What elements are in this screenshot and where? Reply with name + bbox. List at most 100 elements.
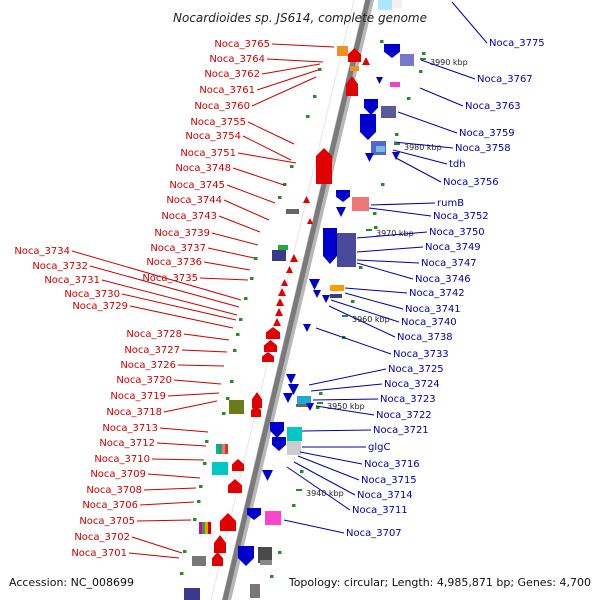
position-tick <box>318 68 322 71</box>
feature-layer <box>184 0 414 600</box>
position-tick <box>283 183 287 186</box>
gene-forward-small <box>273 318 281 326</box>
position-tick <box>254 257 258 260</box>
gene-label-left: Noca_3737 <box>150 243 206 254</box>
position-tick <box>236 333 240 336</box>
gene-reverse <box>323 228 337 264</box>
gene-label-right: Noca_3733 <box>393 349 449 360</box>
gene-label-right: Noca_3723 <box>380 394 436 405</box>
gene-reverse <box>336 190 350 202</box>
backbone <box>222 0 371 600</box>
right-leader-line <box>393 141 454 149</box>
gene-forward <box>346 76 358 96</box>
gene-label-left: Noca_3735 <box>142 273 198 284</box>
left-leader-line <box>247 121 295 145</box>
gene-box-gray <box>260 560 272 565</box>
left-leader-line <box>266 58 324 63</box>
left-leader-line <box>211 232 259 246</box>
left-leader-line <box>167 392 220 397</box>
gene-box-lavender <box>400 54 414 66</box>
left-leader-line <box>139 501 195 506</box>
gene-forward <box>228 479 242 493</box>
position-tick <box>292 504 296 507</box>
right-leader-line <box>308 368 387 386</box>
gene-label-left: Noca_3755 <box>190 117 246 128</box>
accession-text: Accession: NC_008699 <box>9 576 134 589</box>
scale-tick <box>394 143 400 145</box>
right-leader-line <box>315 405 375 416</box>
right-leader-line <box>368 207 432 217</box>
gene-box-green <box>219 444 222 454</box>
gene-reverse-small <box>262 470 273 481</box>
gene-label-left: Noca_3709 <box>90 469 146 480</box>
gene-reverse-small <box>288 384 299 395</box>
position-tick <box>183 550 187 553</box>
position-tick <box>316 406 320 409</box>
left-leader-line <box>218 215 261 233</box>
gene-label-right: glgC <box>368 442 390 453</box>
left-leader-line <box>151 458 205 461</box>
gene-label-left: Noca_3748 <box>175 163 231 174</box>
gene-label-right: Noca_3714 <box>357 490 413 501</box>
gene-label-right: Noca_3711 <box>352 505 408 516</box>
right-leader-line <box>301 429 372 432</box>
left-leader-line <box>226 184 276 204</box>
gene-forward <box>214 535 226 553</box>
position-tick <box>205 440 209 443</box>
right-leader-line <box>344 292 404 310</box>
gene-label-left: Noca_3727 <box>124 345 180 356</box>
gene-reverse-small <box>309 279 320 290</box>
gene-forward-small <box>303 196 310 203</box>
left-leader-line <box>147 473 201 479</box>
gene-label-left: Noca_3736 <box>146 257 202 268</box>
right-leader-line <box>395 157 442 183</box>
position-tick <box>244 297 248 300</box>
gene-label-left: Noca_3726 <box>120 360 176 371</box>
position-tick <box>381 183 385 186</box>
gene-box-green <box>278 245 288 250</box>
gene-reverse-small <box>283 393 293 403</box>
gene-forward <box>262 352 274 362</box>
right-leader-line <box>370 202 436 206</box>
gene-reverse <box>364 99 378 115</box>
left-leader-line <box>207 247 255 259</box>
right-leader-line <box>297 455 360 481</box>
position-tick <box>222 412 226 415</box>
gene-label-left: Noca_3754 <box>185 131 241 142</box>
gene-label-left: Noca_3702 <box>74 532 130 543</box>
position-tick <box>239 318 243 321</box>
gene-label-right: Noca_3724 <box>384 379 440 390</box>
gene-box-orange <box>225 444 228 454</box>
gene-forward <box>316 148 332 184</box>
gene-label-left: Noca_3710 <box>94 454 150 465</box>
gene-forward-small <box>281 279 288 286</box>
left-leader-line <box>131 536 183 554</box>
gene-box-gray <box>250 584 260 598</box>
gene-label-right: Noca_3767 <box>477 74 533 85</box>
gene-label-left: Noca_3729 <box>72 301 128 312</box>
right-leader-line <box>328 305 396 338</box>
gene-reverse-small <box>286 374 296 384</box>
position-tick <box>203 462 207 465</box>
scale-tick <box>420 58 426 60</box>
position-tick <box>359 266 363 269</box>
right-leader-line <box>293 461 356 496</box>
position-tick <box>197 500 201 503</box>
left-leader-line <box>242 135 292 161</box>
gene-label-right: Noca_3749 <box>425 242 481 253</box>
scale-tick <box>366 229 372 231</box>
gene-reverse <box>238 546 254 566</box>
gene-forward <box>220 513 236 531</box>
gene-forward-small <box>275 308 283 316</box>
gene-label-right: Noca_3725 <box>388 364 444 375</box>
gene-box-slate <box>381 106 396 118</box>
gene-forward <box>252 392 262 408</box>
gene-label-right: Noca_3746 <box>415 274 471 285</box>
position-tick <box>422 52 426 55</box>
left-leader-line <box>159 427 209 433</box>
right-leader-line <box>419 87 464 107</box>
left-leader-line <box>251 76 317 107</box>
backbone-layer <box>210 0 375 600</box>
gene-label-right: Noca_3758 <box>455 143 511 154</box>
gene-forward-small <box>307 218 313 224</box>
